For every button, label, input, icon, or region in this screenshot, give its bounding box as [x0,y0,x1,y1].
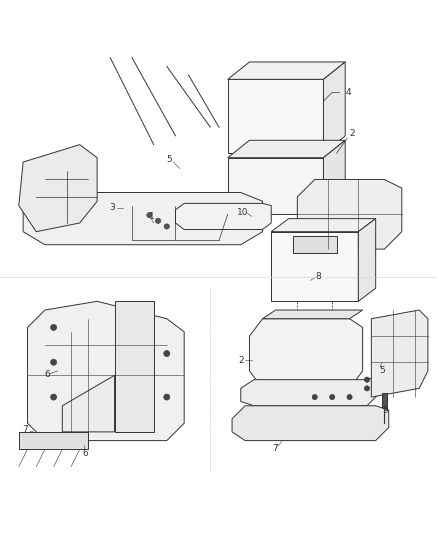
Polygon shape [228,140,345,158]
Polygon shape [232,406,389,441]
Circle shape [155,218,161,223]
Polygon shape [23,192,262,245]
Polygon shape [19,144,97,232]
Circle shape [50,394,57,400]
Circle shape [347,394,352,400]
Polygon shape [228,79,323,154]
Text: 2: 2 [350,129,355,138]
Polygon shape [28,301,184,441]
Circle shape [364,377,370,382]
Text: 9: 9 [382,407,388,416]
Text: 3: 3 [110,203,115,212]
Text: 2: 2 [238,356,244,365]
Polygon shape [62,375,115,432]
Polygon shape [176,204,271,230]
Polygon shape [228,158,323,214]
Text: 5: 5 [379,366,385,375]
Polygon shape [293,236,336,254]
Circle shape [50,359,57,365]
Polygon shape [323,140,345,214]
Polygon shape [228,62,345,79]
Text: 7: 7 [272,444,278,453]
Polygon shape [262,310,363,319]
Polygon shape [382,393,387,408]
Circle shape [147,213,152,218]
Text: 10: 10 [237,207,249,216]
Circle shape [364,386,370,391]
Text: 5: 5 [166,156,172,164]
Text: 6: 6 [82,449,88,458]
Text: 8: 8 [315,272,321,280]
Polygon shape [115,301,154,432]
Text: 7: 7 [22,425,28,434]
Polygon shape [271,232,358,301]
Circle shape [50,325,57,330]
Circle shape [164,351,170,357]
Polygon shape [323,62,345,154]
Circle shape [164,394,170,400]
Polygon shape [358,219,376,301]
Polygon shape [271,219,376,232]
Polygon shape [250,319,363,389]
Text: 4: 4 [345,87,351,96]
Circle shape [329,394,335,400]
Polygon shape [241,375,380,406]
Circle shape [164,224,170,229]
Polygon shape [19,432,88,449]
Text: 6: 6 [44,370,50,379]
Text: 1: 1 [148,212,155,221]
Polygon shape [297,180,402,249]
Circle shape [312,394,318,400]
Polygon shape [371,310,428,397]
